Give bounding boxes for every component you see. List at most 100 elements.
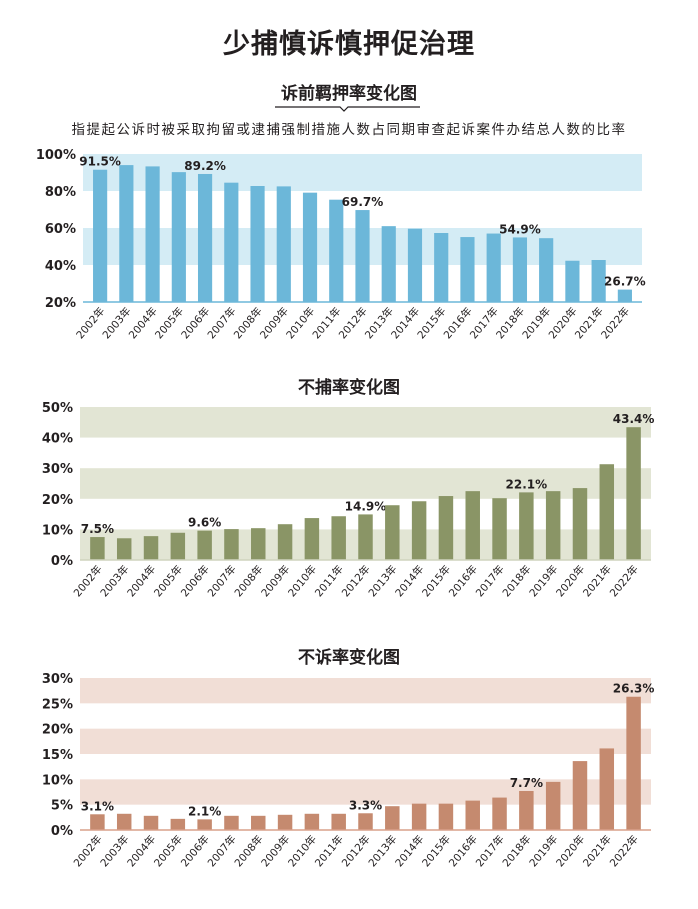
grid-band	[80, 728, 651, 754]
bar-2018年	[519, 492, 534, 560]
y-tick-label: 0%	[51, 554, 73, 569]
bar-2011年	[331, 516, 346, 560]
bar-2007年	[224, 182, 239, 302]
data-label: 3.3%	[349, 798, 382, 812]
chart-title: 诉前羁押率变化图	[281, 83, 417, 104]
data-label: 7.7%	[510, 776, 543, 790]
bar-2011年	[331, 813, 346, 830]
data-label: 14.9%	[345, 499, 387, 513]
bar-2004年	[143, 536, 159, 560]
chart-title: 不诉率变化图	[298, 647, 400, 668]
bar-2015年	[438, 803, 454, 830]
data-label: 9.6%	[188, 516, 221, 530]
bar-2003年	[116, 538, 132, 560]
bar-2015年	[434, 232, 449, 302]
bar-2022年	[626, 427, 641, 560]
bar-2011年	[329, 199, 344, 302]
bar-2014年	[407, 228, 423, 302]
chart-3: 不诉率变化图0%5%10%15%20%25%30%3.1%2002年2003年2…	[42, 647, 655, 869]
bar-2010年	[304, 518, 320, 560]
bar-2019年	[539, 238, 554, 302]
bar-2018年	[519, 790, 534, 830]
y-tick-label: 15%	[42, 748, 73, 763]
y-tick-label: 80%	[45, 185, 76, 200]
bar-2018年	[512, 237, 528, 302]
bar-2010年	[302, 192, 318, 302]
bar-2016年	[465, 491, 480, 560]
bar-2014年	[411, 803, 427, 830]
y-tick-label: 100%	[36, 148, 76, 163]
bar-2022年	[617, 289, 632, 302]
y-tick-label: 20%	[42, 493, 73, 508]
bar-2021年	[599, 748, 615, 830]
data-label: 7.5%	[81, 522, 114, 536]
bar-2006年	[197, 819, 212, 830]
bar-2015年	[438, 496, 454, 560]
bar-2006年	[197, 173, 213, 302]
bar-2008年	[251, 528, 266, 560]
chart-2: 不捕率变化图0%10%20%30%40%50%7.5%2002年2003年200…	[42, 377, 655, 599]
bar-2012年	[355, 210, 370, 302]
y-tick-label: 40%	[45, 259, 76, 274]
bar-2020年	[565, 260, 580, 302]
y-tick-label: 0%	[51, 824, 73, 839]
bar-2008年	[251, 815, 266, 830]
bar-2004年	[145, 166, 160, 302]
bar-2013年	[381, 226, 396, 302]
data-label: 89.2%	[184, 159, 226, 173]
chart-title: 不捕率变化图	[298, 377, 400, 398]
bar-2007年	[224, 815, 239, 830]
data-label: 69.7%	[342, 195, 384, 209]
y-tick-label: 30%	[42, 672, 73, 687]
y-tick-label: 20%	[42, 723, 73, 738]
data-label: 26.7%	[604, 275, 646, 289]
page-title: 少捕慎诉慎押促治理	[223, 29, 475, 60]
bar-2003年	[116, 813, 132, 830]
bar-2006年	[197, 530, 212, 560]
bar-2005年	[171, 172, 186, 302]
bar-2009年	[277, 524, 293, 560]
bar-2005年	[170, 532, 186, 560]
grid-band	[80, 468, 651, 499]
y-tick-label: 20%	[45, 296, 76, 311]
bar-2013年	[385, 505, 400, 560]
bar-2003年	[119, 165, 134, 302]
bar-2014年	[411, 501, 427, 560]
bar-2002年	[90, 537, 105, 560]
chart-1-note: 指提起公诉时被采取拘留或逮捕强制措施人数占同期审查起诉案件办结总人数的比率	[71, 122, 627, 138]
bar-2004年	[143, 815, 159, 830]
bar-2012年	[358, 514, 373, 560]
bar-2016年	[460, 237, 475, 302]
x-tick-label: 2022年	[598, 305, 632, 342]
bar-2002年	[93, 169, 108, 302]
bar-2020年	[572, 761, 588, 830]
bar-2017年	[486, 233, 501, 302]
bar-2007年	[224, 529, 239, 560]
grid-band	[80, 678, 651, 704]
bar-2016年	[465, 800, 480, 830]
data-label: 43.4%	[613, 412, 655, 426]
x-tick-label: 2022年	[607, 563, 641, 600]
data-label: 3.1%	[81, 799, 114, 813]
data-label: 26.3%	[613, 682, 655, 696]
y-tick-label: 60%	[45, 222, 76, 237]
bar-2019年	[545, 491, 561, 560]
bar-2017年	[492, 797, 507, 830]
data-label: 2.1%	[188, 804, 221, 818]
bar-2005年	[170, 818, 186, 830]
y-tick-label: 40%	[42, 432, 73, 447]
bar-2020年	[572, 488, 588, 560]
bar-2010年	[304, 813, 320, 830]
y-tick-label: 10%	[42, 773, 73, 788]
y-tick-label: 25%	[42, 697, 73, 712]
bar-2009年	[276, 186, 291, 302]
bar-2021年	[599, 464, 615, 560]
bar-2021年	[591, 260, 606, 302]
grid-band	[83, 154, 642, 191]
data-label: 91.5%	[79, 155, 121, 169]
data-label: 22.1%	[506, 477, 548, 491]
bar-2008年	[250, 186, 265, 302]
x-tick-label: 2022年	[607, 833, 641, 870]
bar-2012年	[358, 813, 373, 830]
